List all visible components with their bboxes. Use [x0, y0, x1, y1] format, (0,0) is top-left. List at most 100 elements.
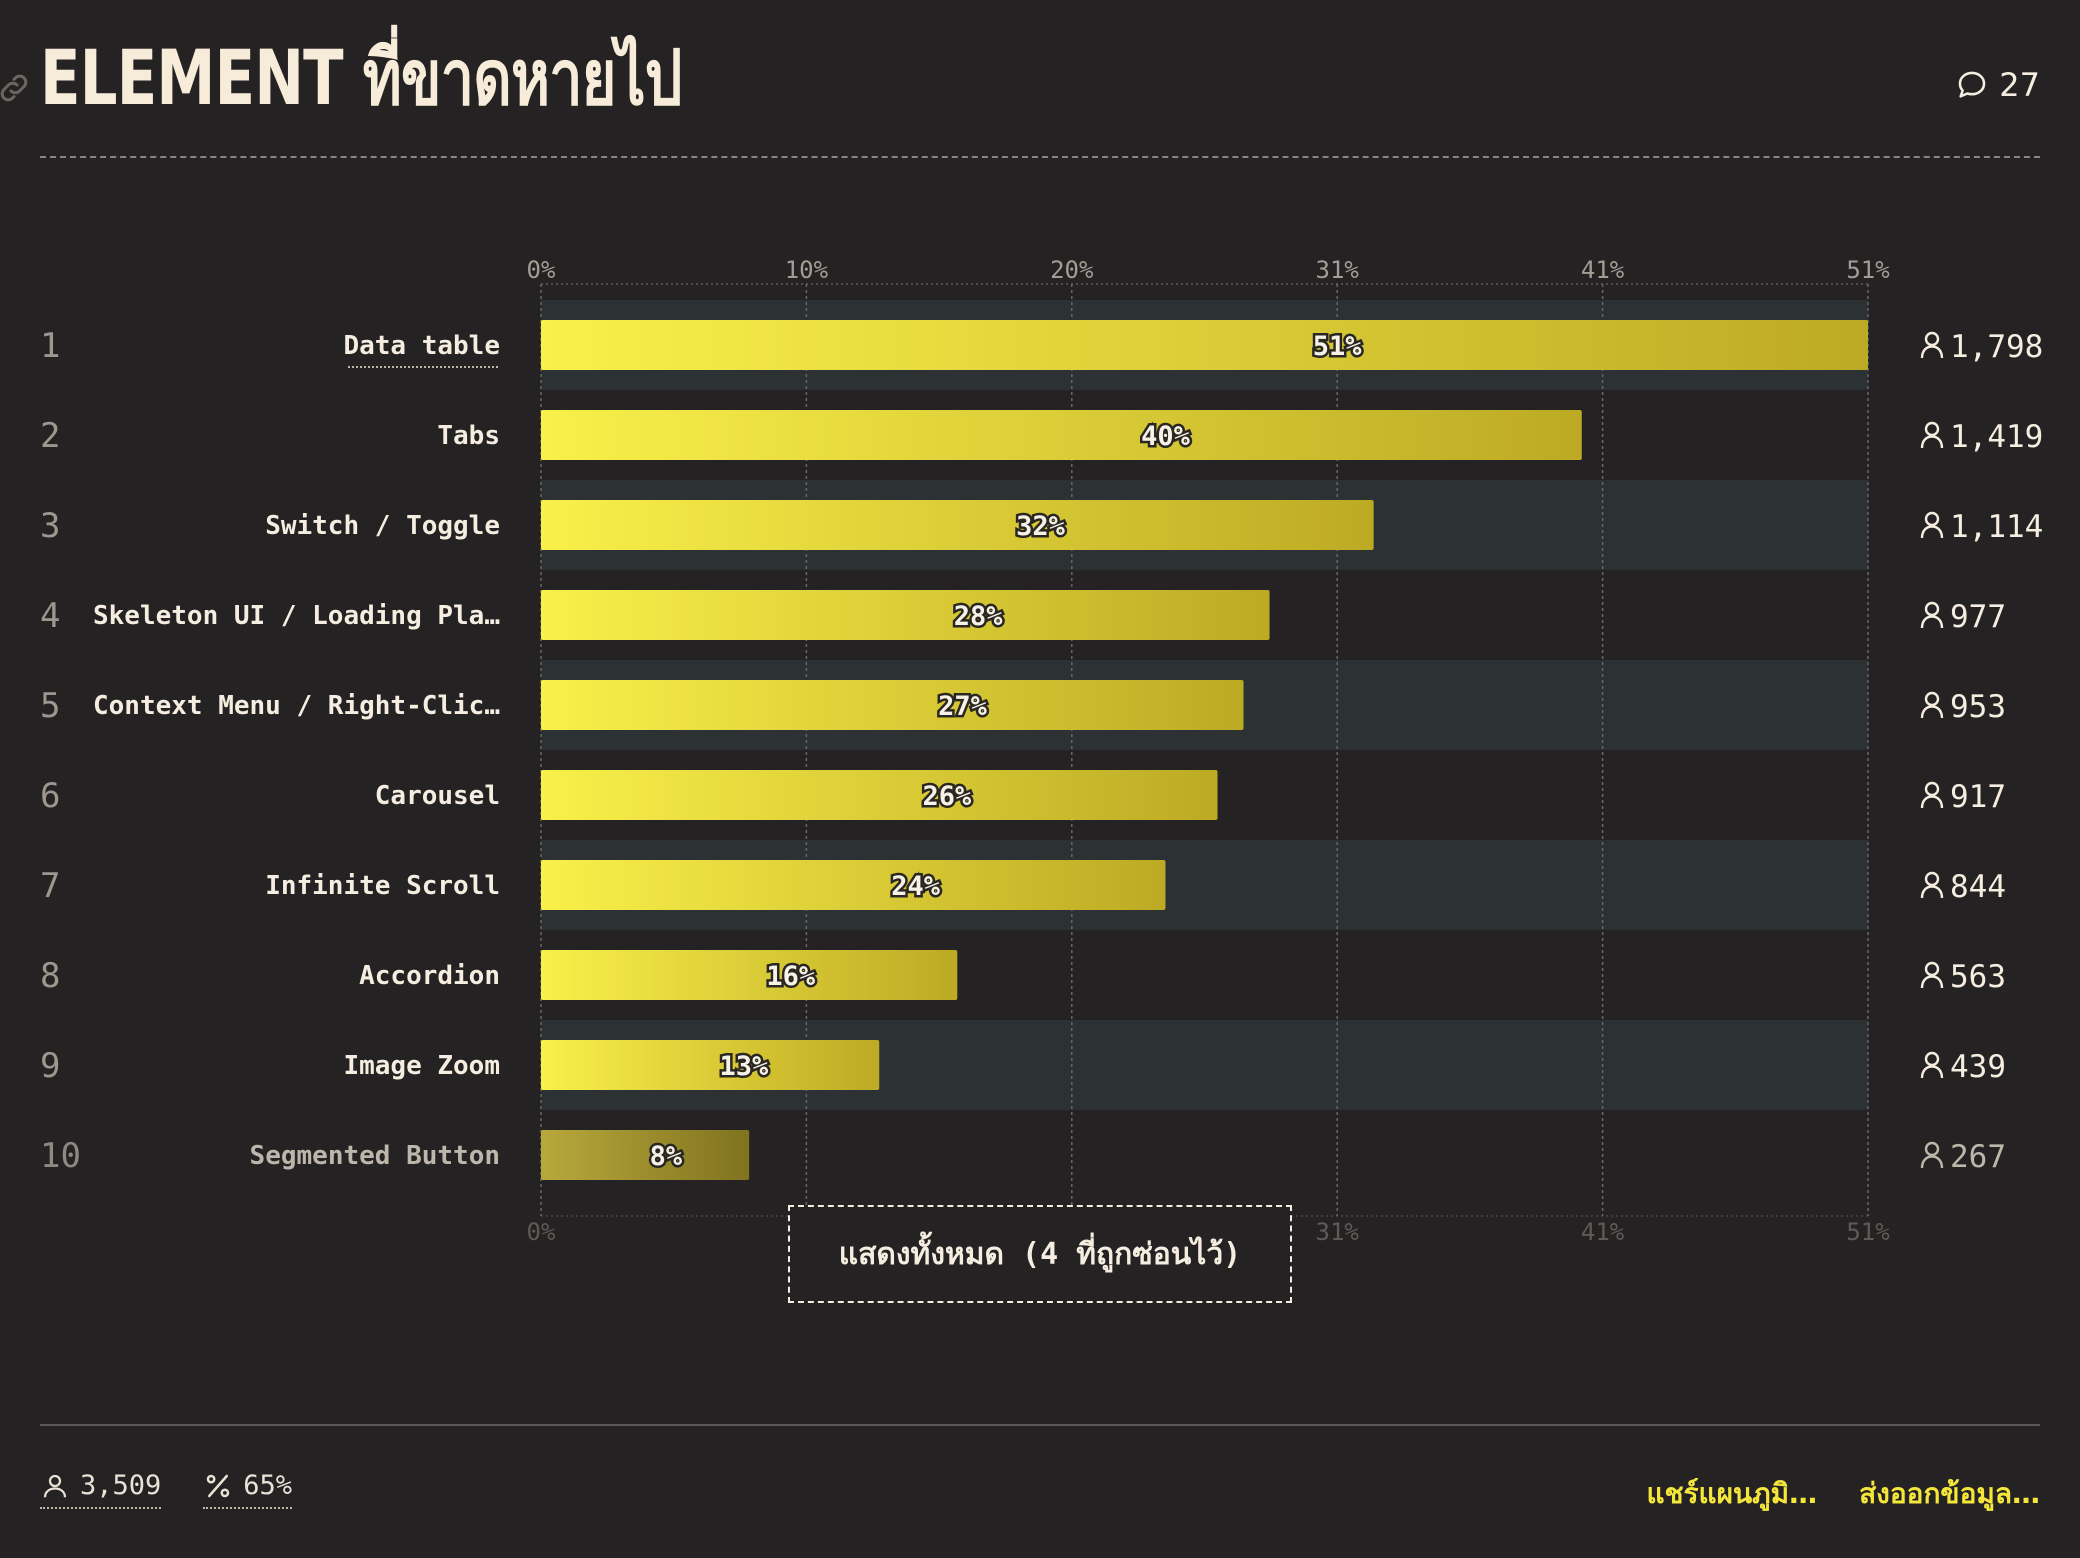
x-tick-label: 20%: [1050, 256, 1094, 284]
percent-stat[interactable]: 65%: [203, 1470, 293, 1509]
bar-row[interactable]: 3 Switch / Toggle 32% 1,114: [40, 500, 2043, 550]
count-label: 267: [1950, 1139, 2006, 1175]
header: ELEMENT ที่ขาดหายไป 27: [0, 30, 2040, 158]
bar: [541, 950, 958, 1000]
bar-value-label: 27%: [938, 691, 988, 722]
x-tick-label-bottom: 0%: [527, 1218, 556, 1246]
count-label: 917: [1950, 779, 2006, 815]
bar-row[interactable]: 10 Segmented Button 8% 267: [40, 1130, 2006, 1180]
percent-icon: [207, 1474, 230, 1497]
x-tick-label: 0%: [527, 256, 556, 284]
bar: [541, 320, 1868, 370]
category-label: Segmented Button: [250, 1141, 500, 1171]
rank-label: 1: [40, 326, 60, 366]
percent-value: 65%: [243, 1470, 293, 1501]
footer-stats: 3,509 65%: [40, 1470, 293, 1509]
user-icon: [1920, 511, 1944, 539]
bar-value-label: 32%: [1016, 511, 1066, 542]
category-label: Switch / Toggle: [265, 511, 500, 541]
bar-chart: 0%10%20%31%41%51% 0%10%20%31%41%51% 1Dat…: [40, 256, 2043, 1246]
count-label: 953: [1950, 689, 2006, 725]
x-tick-label: 41%: [1581, 256, 1625, 284]
user-icon: [1920, 691, 1944, 719]
category-label: Context Menu / Right-Clic…: [93, 691, 500, 721]
bar: [541, 500, 1374, 550]
bar-value-label: 16%: [766, 961, 816, 992]
bar-value-label: 40%: [1141, 421, 1191, 452]
category-label: Skeleton UI / Loading Pla…: [93, 601, 500, 631]
bar: [541, 770, 1218, 820]
rank-label: 4: [40, 596, 60, 636]
bar-row[interactable]: 2 Tabs 40% 1,419: [40, 410, 2043, 460]
user-icon: [1920, 1141, 1944, 1169]
show-all-button[interactable]: แสดงทั้งหมด (4 ที่ถูกซ่อนไว้): [788, 1205, 1292, 1303]
share-chart-link[interactable]: แชร์แผนภูมิ…: [1646, 1477, 1818, 1510]
count-label: 439: [1950, 1049, 2006, 1085]
count-label: 1,419: [1950, 419, 2043, 455]
user-icon: [1920, 331, 1944, 359]
bar-value-label: 51%: [1313, 331, 1363, 362]
page-title: ELEMENT ที่ขาดหายไป: [40, 33, 682, 122]
user-icon: [1920, 1051, 1944, 1079]
bar-row[interactable]: 6 Carousel 26% 917: [40, 770, 2006, 820]
category-label: Data table: [343, 331, 500, 361]
user-icon: [1920, 961, 1944, 989]
rank-label: 9: [40, 1046, 60, 1086]
export-data-link[interactable]: ส่งออกข้อมูล…: [1859, 1477, 2040, 1510]
bar-row[interactable]: 5 Context Menu / Right-Clic… 27% 953: [40, 680, 2006, 730]
comment-count: 27: [1999, 66, 2040, 104]
footer-divider: [40, 1424, 2040, 1426]
x-tick-label-bottom: 31%: [1316, 1218, 1360, 1246]
comments-button[interactable]: 27: [1955, 66, 2040, 104]
category-label: Accordion: [359, 961, 500, 991]
category-label: Carousel: [375, 781, 500, 811]
bar: [541, 680, 1244, 730]
bar-row[interactable]: 1 Data table 51% 1,798: [40, 320, 2043, 370]
bar-row[interactable]: 7 Infinite Scroll 24% 844: [40, 860, 2006, 910]
x-tick-label: 31%: [1316, 256, 1360, 284]
x-tick-label-bottom: 51%: [1846, 1218, 1890, 1246]
user-icon: [43, 1474, 67, 1497]
rank-label: 5: [40, 686, 60, 726]
category-label: Image Zoom: [343, 1051, 500, 1081]
bar: [541, 590, 1270, 640]
rank-label: 10: [40, 1136, 81, 1176]
footer-actions: แชร์แผนภูมิ… ส่งออกข้อมูล…: [1646, 1472, 2040, 1516]
comment-icon: [1958, 71, 1986, 98]
user-icon: [1920, 781, 1944, 809]
rank-label: 6: [40, 776, 60, 816]
count-label: 1,798: [1950, 329, 2043, 365]
bar: [541, 410, 1582, 460]
category-label: Tabs: [437, 421, 500, 451]
rank-label: 7: [40, 866, 60, 906]
bar-rows: 1 Data table 51% 1,798 2 Tabs 40% 1,419 3 Switch …: [40, 320, 2043, 1180]
link-icon[interactable]: [0, 70, 32, 106]
x-tick-label-bottom: 41%: [1581, 1218, 1625, 1246]
rank-label: 3: [40, 506, 60, 546]
count-label: 844: [1950, 869, 2006, 905]
bar: [541, 1040, 880, 1090]
count-label: 1,114: [1950, 509, 2043, 545]
bar-value-label: 13%: [720, 1051, 770, 1082]
respondents-stat[interactable]: 3,509: [40, 1470, 162, 1509]
bar: [541, 860, 1166, 910]
count-label: 977: [1950, 599, 2006, 635]
respondents-count: 3,509: [80, 1470, 162, 1501]
bar-row[interactable]: 4 Skeleton UI / Loading Pla… 28% 977: [40, 590, 2006, 640]
rank-label: 2: [40, 416, 60, 456]
bar-value-label: 24%: [891, 871, 941, 902]
bar-row[interactable]: 8 Accordion 16% 563: [40, 950, 2006, 1000]
x-axis-top: 0% 10% 20% 31% 41% 51%: [527, 256, 1891, 284]
bar-value-label: 26%: [923, 781, 973, 812]
bar-row[interactable]: 9 Image Zoom 13% 439: [40, 1040, 2006, 1090]
count-label: 563: [1950, 959, 2006, 995]
category-label: Infinite Scroll: [265, 871, 500, 901]
x-tick-label: 10%: [785, 256, 829, 284]
user-icon: [1920, 871, 1944, 899]
user-icon: [1920, 601, 1944, 629]
user-icon: [1920, 421, 1944, 449]
bar: [541, 1130, 750, 1180]
rank-label: 8: [40, 956, 60, 996]
bar-value-label: 28%: [954, 601, 1004, 632]
x-tick-label: 51%: [1846, 256, 1890, 284]
